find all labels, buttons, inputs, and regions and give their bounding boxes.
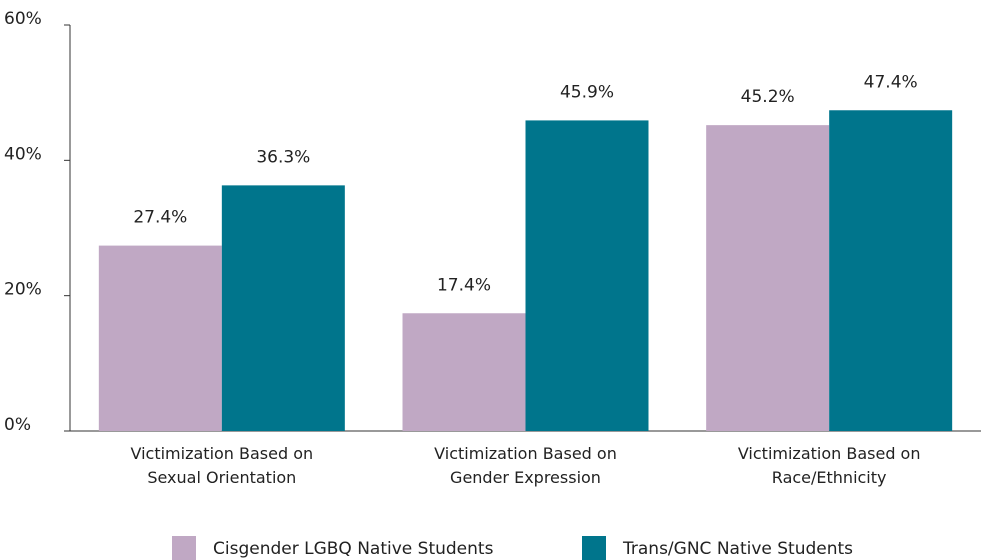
value-label: 45.9% (560, 82, 614, 102)
value-label: 45.2% (741, 87, 795, 107)
value-label: 17.4% (437, 275, 491, 295)
bar (829, 110, 953, 431)
x-tick-label: Victimization Based on Race/Ethnicity (737, 444, 921, 487)
bar (402, 313, 526, 431)
value-label: 36.3% (256, 147, 310, 167)
bar (525, 120, 649, 431)
y-tick-label: 40% (4, 144, 42, 164)
bar (221, 185, 345, 431)
y-tick-label: 60% (4, 9, 42, 29)
legend-swatch (582, 536, 606, 560)
value-label: 27.4% (133, 208, 187, 228)
legend-label: Trans/GNC Native Students (622, 539, 853, 559)
bar (706, 125, 830, 431)
legend-label: Cisgender LGBQ Native Students (213, 539, 494, 559)
x-tick-label: Victimization Based on Gender Expression (434, 444, 617, 487)
y-tick-label: 20% (4, 280, 42, 300)
legend-swatch (172, 536, 196, 560)
x-tick-label: Victimization Based on Sexual Orientatio… (130, 444, 314, 487)
bar (98, 245, 222, 431)
y-tick-label: 0% (4, 415, 31, 435)
value-label: 47.4% (864, 72, 918, 92)
